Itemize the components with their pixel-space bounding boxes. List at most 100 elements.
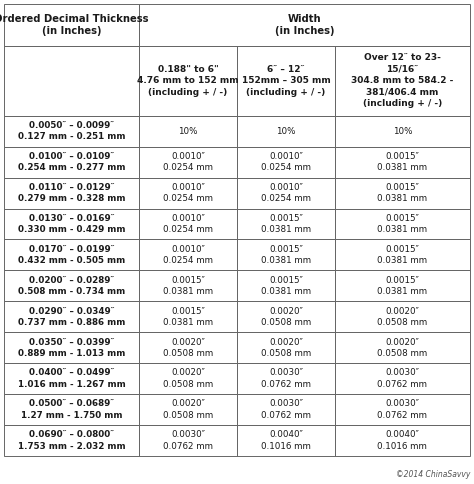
Bar (139, 240, 237, 271)
Text: 0.0020″
0.0508 mm: 0.0020″ 0.0508 mm (261, 337, 311, 358)
Bar (335, 116, 470, 147)
Text: 0.0010″
0.0254 mm: 0.0010″ 0.0254 mm (261, 152, 311, 172)
Bar (237, 240, 335, 271)
Bar (335, 302, 470, 333)
Bar (335, 147, 470, 178)
Bar (237, 178, 335, 209)
Text: 10%: 10% (276, 127, 296, 136)
Bar (139, 147, 237, 178)
Bar (139, 302, 237, 333)
Bar (139, 271, 237, 302)
Text: 0.0010″
0.0254 mm: 0.0010″ 0.0254 mm (163, 245, 213, 265)
Text: 0.0030″
0.0762 mm: 0.0030″ 0.0762 mm (261, 368, 311, 389)
Bar (237, 302, 335, 333)
Text: 0.0500″ – 0.0689″
1.27 mm - 1.750 mm: 0.0500″ – 0.0689″ 1.27 mm - 1.750 mm (21, 399, 122, 420)
Bar (139, 425, 237, 456)
Text: 0.0020″
0.0508 mm: 0.0020″ 0.0508 mm (377, 306, 428, 327)
Text: 0.0200″ – 0.0289″
0.508 mm - 0.734 mm: 0.0200″ – 0.0289″ 0.508 mm - 0.734 mm (18, 276, 125, 296)
Text: 10%: 10% (392, 127, 412, 136)
Bar (237, 425, 335, 456)
Text: 0.0010″
0.0254 mm: 0.0010″ 0.0254 mm (163, 183, 213, 203)
Text: Over 12″ to 23-
15/16″
304.8 mm to 584.2 -
381/406.4 mm
(including + / -): Over 12″ to 23- 15/16″ 304.8 mm to 584.2… (351, 53, 454, 108)
Bar (4, 394, 139, 425)
Bar (335, 363, 470, 394)
Bar (139, 363, 237, 394)
Text: 0.0040″
0.1016 mm: 0.0040″ 0.1016 mm (377, 430, 428, 451)
Bar (139, 333, 237, 363)
Bar (4, 425, 139, 456)
Text: 0.0020″
0.0508 mm: 0.0020″ 0.0508 mm (377, 337, 428, 358)
Bar (4, 46, 139, 116)
Text: 0.0015″
0.0381 mm: 0.0015″ 0.0381 mm (261, 276, 311, 296)
Bar (4, 209, 139, 240)
Bar (237, 209, 335, 240)
Text: 0.188" to 6"
4.76 mm to 152 mm
(including + / -): 0.188" to 6" 4.76 mm to 152 mm (includin… (137, 65, 239, 97)
Text: 0.0030″
0.0762 mm: 0.0030″ 0.0762 mm (377, 368, 428, 389)
Bar (335, 333, 470, 363)
Bar (4, 116, 139, 147)
Text: 0.0020″
0.0508 mm: 0.0020″ 0.0508 mm (261, 306, 311, 327)
Text: 0.0400″ – 0.0499″
1.016 mm - 1.267 mm: 0.0400″ – 0.0499″ 1.016 mm - 1.267 mm (18, 368, 126, 389)
Bar (139, 46, 237, 116)
Text: 0.0030″
0.0762 mm: 0.0030″ 0.0762 mm (261, 399, 311, 420)
Bar (139, 4, 470, 46)
Bar (335, 271, 470, 302)
Text: 0.0690″ – 0.0800″
1.753 mm - 2.032 mm: 0.0690″ – 0.0800″ 1.753 mm - 2.032 mm (18, 430, 126, 451)
Bar (237, 116, 335, 147)
Bar (4, 333, 139, 363)
Text: 6″ – 12″
152mm – 305 mm
(including + / -): 6″ – 12″ 152mm – 305 mm (including + / -… (242, 65, 330, 97)
Text: 0.0015″
0.0381 mm: 0.0015″ 0.0381 mm (377, 245, 428, 265)
Text: 0.0015″
0.0381 mm: 0.0015″ 0.0381 mm (377, 276, 428, 296)
Text: 0.0030″
0.0762 mm: 0.0030″ 0.0762 mm (377, 399, 428, 420)
Text: 0.0015″
0.0381 mm: 0.0015″ 0.0381 mm (163, 276, 213, 296)
Text: 0.0015″
0.0381 mm: 0.0015″ 0.0381 mm (163, 306, 213, 327)
Bar (4, 240, 139, 271)
Text: 0.0015″
0.0381 mm: 0.0015″ 0.0381 mm (261, 214, 311, 234)
Bar (237, 46, 335, 116)
Bar (4, 147, 139, 178)
Bar (237, 394, 335, 425)
Text: 0.0030″
0.0762 mm: 0.0030″ 0.0762 mm (163, 430, 213, 451)
Text: Width
(in Inches): Width (in Inches) (275, 14, 334, 36)
Text: 0.0010″
0.0254 mm: 0.0010″ 0.0254 mm (163, 152, 213, 172)
Text: 0.0050″ – 0.0099″
0.127 mm - 0.251 mm: 0.0050″ – 0.0099″ 0.127 mm - 0.251 mm (18, 121, 125, 141)
Text: 10%: 10% (178, 127, 198, 136)
Text: 0.0130″ – 0.0169″
0.330 mm - 0.429 mm: 0.0130″ – 0.0169″ 0.330 mm - 0.429 mm (18, 214, 125, 234)
Bar (139, 394, 237, 425)
Text: 0.0350″ – 0.0399″
0.889 mm - 1.013 mm: 0.0350″ – 0.0399″ 0.889 mm - 1.013 mm (18, 337, 125, 358)
Bar (139, 116, 237, 147)
Bar (237, 363, 335, 394)
Text: 0.0015″
0.0381 mm: 0.0015″ 0.0381 mm (377, 214, 428, 234)
Text: ©2014 ChinaSavvy: ©2014 ChinaSavvy (396, 470, 470, 479)
Text: 0.0015″
0.0381 mm: 0.0015″ 0.0381 mm (261, 245, 311, 265)
Bar (335, 209, 470, 240)
Text: Ordered Decimal Thickness
(in Inches): Ordered Decimal Thickness (in Inches) (0, 14, 149, 36)
Text: 0.0010″
0.0254 mm: 0.0010″ 0.0254 mm (163, 214, 213, 234)
Text: 0.0100″ – 0.0109″
0.254 mm - 0.277 mm: 0.0100″ – 0.0109″ 0.254 mm - 0.277 mm (18, 152, 125, 172)
Bar (139, 178, 237, 209)
Bar (335, 394, 470, 425)
Bar (237, 147, 335, 178)
Text: 0.0110″ – 0.0129″
0.279 mm - 0.328 mm: 0.0110″ – 0.0129″ 0.279 mm - 0.328 mm (18, 183, 125, 203)
Bar (4, 302, 139, 333)
Text: 0.0015″
0.0381 mm: 0.0015″ 0.0381 mm (377, 152, 428, 172)
Bar (335, 178, 470, 209)
Bar (4, 363, 139, 394)
Bar (335, 240, 470, 271)
Text: 0.0015″
0.0381 mm: 0.0015″ 0.0381 mm (377, 183, 428, 203)
Text: 0.0020″
0.0508 mm: 0.0020″ 0.0508 mm (163, 368, 213, 389)
Bar (237, 271, 335, 302)
Bar (4, 271, 139, 302)
Bar (335, 425, 470, 456)
Text: 0.0170″ – 0.0199″
0.432 mm - 0.505 mm: 0.0170″ – 0.0199″ 0.432 mm - 0.505 mm (18, 245, 125, 265)
Bar (237, 333, 335, 363)
Bar (4, 4, 139, 46)
Bar (335, 46, 470, 116)
Bar (4, 178, 139, 209)
Text: 0.0020″
0.0508 mm: 0.0020″ 0.0508 mm (163, 337, 213, 358)
Bar (139, 209, 237, 240)
Text: 0.0040″
0.1016 mm: 0.0040″ 0.1016 mm (261, 430, 311, 451)
Text: 0.0290″ – 0.0349″
0.737 mm - 0.886 mm: 0.0290″ – 0.0349″ 0.737 mm - 0.886 mm (18, 306, 125, 327)
Text: 0.0010″
0.0254 mm: 0.0010″ 0.0254 mm (261, 183, 311, 203)
Text: 0.0020″
0.0508 mm: 0.0020″ 0.0508 mm (163, 399, 213, 420)
